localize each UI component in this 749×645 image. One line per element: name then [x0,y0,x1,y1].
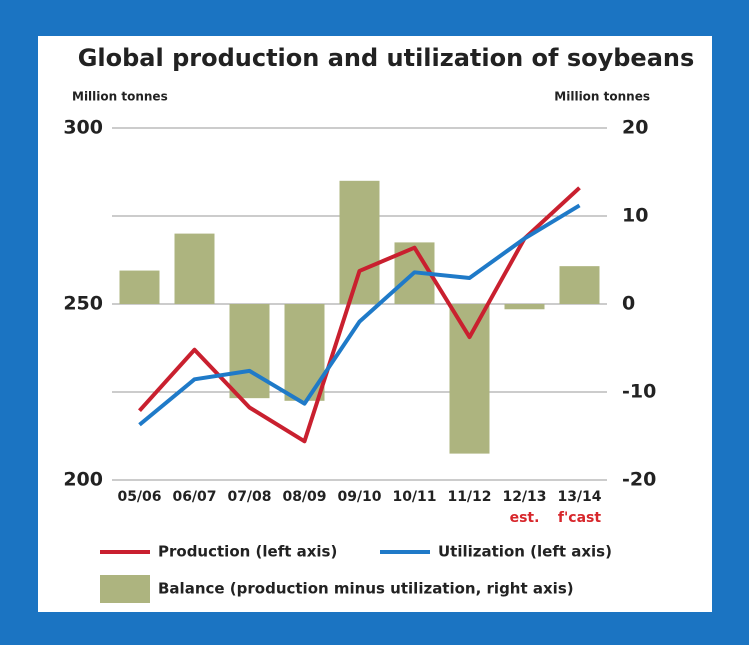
x-tick-label: 11/12 [447,489,491,505]
legend-label: Balance (production minus utilization, r… [158,580,574,598]
y2-tick-label: 0 [622,293,635,315]
bar [559,266,600,304]
x-tick-label: 12/13 [502,489,546,505]
legend-label: Production (left axis) [158,543,337,561]
line [138,186,581,444]
panel [38,36,712,612]
chart-title: Global production and utilization of soy… [78,44,695,72]
bar [504,304,545,310]
y2-tick-label: 20 [622,117,648,139]
x-tick-label: 08/09 [282,489,326,505]
bar [229,304,270,399]
bar [174,233,215,304]
x-tick-label: 07/08 [227,489,271,505]
y2-tick-label: -10 [622,381,656,403]
legend-swatch [100,575,150,603]
annotation: est. [510,510,540,526]
y2-tick-label: 10 [622,205,648,227]
y-tick-label: 200 [63,469,103,491]
y2-tick-label: -20 [622,469,656,491]
x-tick-label: 09/10 [337,489,381,505]
bar [119,270,160,304]
x-tick-label: 06/07 [172,489,216,505]
y2-axis-label: Million tonnes [554,90,650,104]
y-axis-label: Million tonnes [72,90,168,104]
y-tick-label: 250 [63,293,103,315]
x-tick-label: 13/14 [557,489,601,505]
x-tick-label: 10/11 [392,489,436,505]
line [138,203,581,427]
bar [339,180,380,304]
bar [449,304,490,454]
x-tick-label: 05/06 [117,489,161,505]
legend-label: Utilization (left axis) [438,543,612,561]
annotation: f'cast [558,510,601,526]
y-tick-label: 300 [63,117,103,139]
